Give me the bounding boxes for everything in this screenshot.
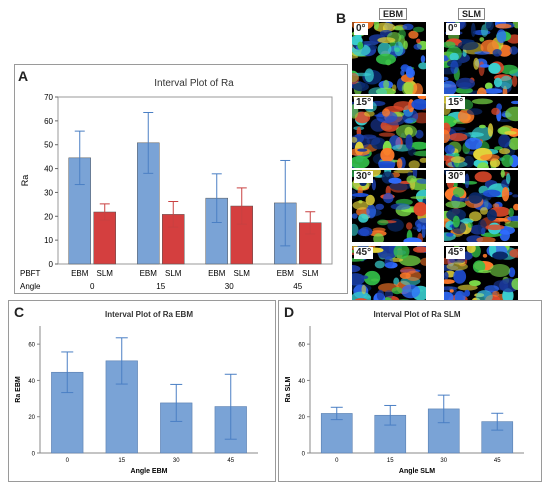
micrograph-texture: [444, 96, 518, 168]
chart-a-row-label-angle: Angle: [20, 282, 41, 291]
micrograph-angle-label: 30°: [354, 171, 374, 183]
chart-d-errorbar-0: [330, 406, 343, 421]
chart-a-errorbar-ebm-0: [74, 130, 85, 186]
chart-a-subcategory-label: EBM: [71, 269, 89, 278]
micrograph-texture: [444, 170, 518, 242]
chart-a-subcategory-label: SLM: [234, 269, 251, 278]
chart-d-xtick-label: 0: [335, 458, 339, 464]
micrograph-ebm-1: 15°: [352, 96, 426, 168]
chart-d-xlabel: Angle SLM: [399, 468, 435, 475]
micrograph-ebm-0: 0°: [352, 22, 426, 94]
chart-a-subcategory-label: SLM: [97, 269, 114, 278]
chart-c-ytick-label: 0: [32, 452, 36, 458]
chart-c-errorbar-0: [61, 351, 74, 394]
chart-a: Interval Plot of Ra Ra 0 10 20 30 40 50 60 70 EBM S…: [20, 78, 333, 291]
micrograph-angle-label: 15°: [446, 97, 466, 109]
chart-a-subcategory-label: EBM: [208, 269, 226, 278]
chart-c: Interval Plot of Ra EBM Ra EBM 0 20 40 60 0 15 3…: [15, 310, 258, 475]
chart-a-errorbar-slm-15: [168, 200, 179, 228]
micrograph-angle-label: 0°: [354, 23, 368, 35]
column-header-slm: SLM: [458, 8, 485, 20]
chart-c-ytick-label: 40: [28, 379, 35, 385]
chart-c-xtick-label: 0: [66, 458, 70, 464]
chart-d-ytick-label: 40: [298, 379, 305, 385]
chart-c-errorbar-15: [115, 337, 128, 385]
chart-a-title: Interval Plot of Ra: [154, 78, 234, 89]
chart-a-group-label: 45: [293, 282, 302, 291]
chart-a-row-label-pbft: PBFT: [20, 269, 41, 278]
chart-c-ytick-label: 20: [28, 415, 35, 421]
chart-a-subcategory-label: SLM: [302, 269, 319, 278]
chart-a-ytick-label: 30: [44, 188, 53, 197]
micrograph-angle-label: 15°: [354, 97, 374, 109]
chart-d-xtick-label: 45: [494, 458, 501, 464]
chart-d-xtick-label: 30: [440, 458, 447, 464]
chart-c-title: Interval Plot of Ra EBM: [105, 310, 193, 319]
chart-d-ytick-label: 20: [298, 415, 305, 421]
panel-b-letter: B: [336, 10, 347, 26]
chart-a-group-label: 0: [90, 282, 95, 291]
chart-a-errorbar-ebm-15: [143, 112, 154, 174]
chart-d-ytick-label: 0: [302, 452, 306, 458]
chart-c-xtick-label: 15: [118, 458, 125, 464]
micrograph-slm-0: 0°: [444, 22, 518, 94]
micrograph-texture: [352, 22, 426, 94]
chart-a-errorbar-slm-0: [99, 203, 110, 221]
chart-a-subcategory-label: EBM: [140, 269, 158, 278]
chart-c-errorbar-30: [170, 383, 183, 422]
chart-a-subcategory-label: SLM: [165, 269, 182, 278]
chart-a-errorbar-slm-30: [236, 187, 247, 225]
chart-a-ytick-label: 60: [44, 117, 53, 126]
chart-c-ytick-label: 60: [28, 343, 35, 349]
chart-d-title: Interval Plot of Ra SLM: [373, 310, 460, 319]
chart-a-errorbar-slm-45: [305, 211, 316, 235]
micrograph-slm-1: 15°: [444, 96, 518, 168]
chart-c-errorbar-45: [224, 373, 237, 440]
column-header-ebm: EBM: [379, 8, 407, 20]
micrograph-angle-label: 45°: [446, 247, 466, 259]
chart-a-subcategory-label: EBM: [277, 269, 295, 278]
chart-a-errorbar-ebm-45: [280, 159, 291, 247]
micrograph-texture: [352, 170, 426, 242]
chart-d-ytick-label: 60: [298, 343, 305, 349]
chart-a-ytick-label: 20: [44, 212, 53, 221]
chart-d: Interval Plot of Ra SLM Ra SLM 0 20 40 60 0 15 3…: [285, 310, 524, 475]
micrograph-angle-label: 30°: [446, 171, 466, 183]
chart-a-group-label: 15: [156, 282, 165, 291]
chart-c-xtick-label: 30: [173, 458, 180, 464]
micrograph-slm-2: 30°: [444, 170, 518, 242]
chart-a-ytick-label: 70: [44, 93, 53, 102]
chart-a-ylabel: Ra: [20, 175, 30, 187]
chart-c-xlabel: Angle EBM: [131, 468, 168, 475]
micrograph-ebm-2: 30°: [352, 170, 426, 242]
chart-c-xtick-label: 45: [227, 458, 234, 464]
chart-c-ylabel: Ra EBM: [15, 376, 22, 403]
chart-a-group-label: 30: [225, 282, 234, 291]
chart-a-ytick-label: 50: [44, 141, 53, 150]
micrograph-texture: [444, 22, 518, 94]
panel-a-letter: A: [18, 68, 29, 84]
micrograph-angle-label: 45°: [354, 247, 374, 259]
chart-d-errorbar-15: [384, 404, 397, 426]
micrograph-angle-label: 0°: [446, 23, 460, 35]
panel-c-letter: C: [14, 304, 25, 320]
chart-d-xtick-label: 15: [387, 458, 394, 464]
chart-d-ylabel: Ra SLM: [285, 376, 292, 402]
chart-a-ytick-label: 0: [49, 260, 54, 269]
chart-a-ytick-label: 40: [44, 165, 53, 174]
panel-d-letter: D: [284, 304, 295, 320]
chart-a-errorbar-ebm-30: [211, 173, 222, 223]
chart-a-ytick-label: 10: [44, 236, 53, 245]
chart-d-errorbar-30: [437, 394, 450, 424]
chart-d-errorbar-45: [491, 412, 504, 431]
chart-a-plot-area: [57, 96, 333, 265]
